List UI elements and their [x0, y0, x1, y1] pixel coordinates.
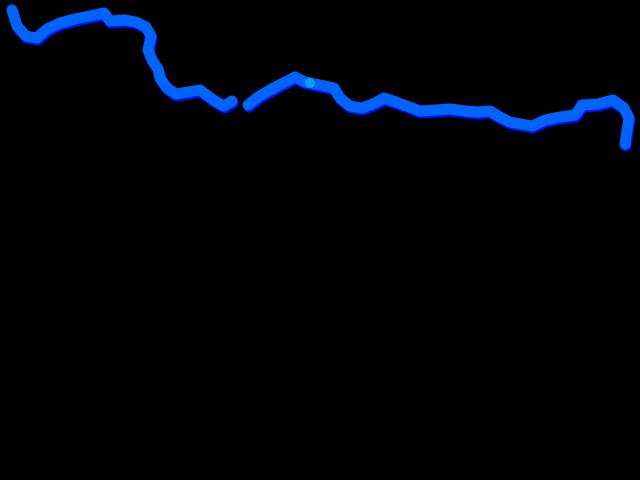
- trail-segment-1: [6, 4, 238, 112]
- trail-segment-2: [242, 71, 635, 150]
- trail-highlight-point: [305, 78, 315, 88]
